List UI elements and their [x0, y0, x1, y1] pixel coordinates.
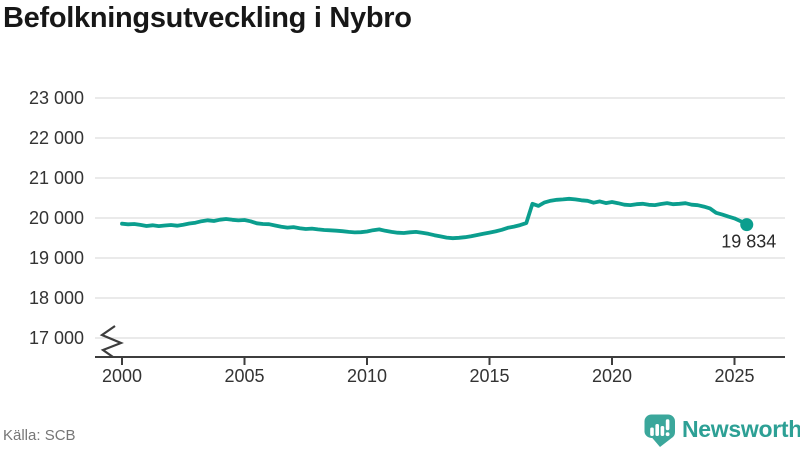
axis-break-icon	[99, 325, 124, 358]
x-axis-tick-label: 2010	[347, 366, 387, 386]
y-axis-tick-label: 17 000	[29, 328, 84, 348]
y-axis-tick-label: 19 000	[29, 248, 84, 268]
y-axis-tick-label: 22 000	[29, 128, 84, 148]
y-axis-tick-label: 21 000	[29, 168, 84, 188]
y-axis-tick-label: 18 000	[29, 288, 84, 308]
newsworthy-wordmark: Newsworthy	[682, 416, 800, 442]
population-line	[120, 196, 749, 241]
newsworthy-logo[interactable]: Newsworthy	[644, 414, 800, 448]
y-axis-tick-label: 20 000	[29, 208, 84, 228]
x-axis-tick-label: 2015	[469, 366, 509, 386]
y-axis-tick-label: 23 000	[29, 88, 84, 108]
x-axis-tick-label: 2020	[592, 366, 632, 386]
x-axis-tick-label: 2000	[102, 366, 142, 386]
x-axis-tick-label: 2025	[714, 366, 754, 386]
x-axis-tick-label: 2005	[224, 366, 264, 386]
end-value-label: 19 834	[721, 232, 776, 252]
newsworthy-icon	[644, 414, 676, 447]
page-title: Befolkningsutveckling i Nybro	[3, 2, 412, 34]
line-chart-svg: 17 000 18 000 19 000 20 000 21 000 22 000 23 0…	[29, 88, 785, 386]
end-point-marker	[740, 218, 754, 232]
source-caption: Källa: SCB	[3, 427, 76, 444]
population-chart: 17 000 18 000 19 000 20 000 21 000 22 000 23 0…	[29, 88, 785, 386]
